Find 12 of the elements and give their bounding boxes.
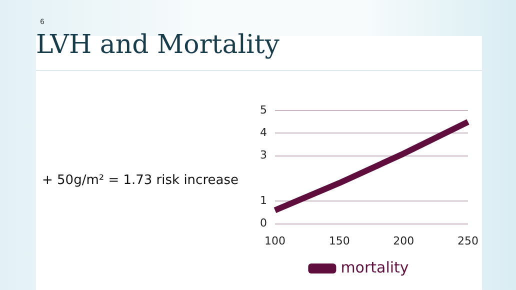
y-tick-label: 1 xyxy=(260,194,267,208)
y-tick-label: 5 xyxy=(260,103,267,116)
y-tick-label: 4 xyxy=(260,126,267,140)
text: + 50g/m² = 1.73 risk increase xyxy=(42,173,238,188)
x-tick-label: 100 xyxy=(264,234,286,248)
chart-title: LVH and Mortality xyxy=(36,30,280,60)
x-tick-label: 200 xyxy=(393,234,414,248)
x-tick-label: 250 xyxy=(458,234,478,248)
legend-label: mortality xyxy=(340,258,409,276)
y-tick-label: 3 xyxy=(260,148,267,162)
y-tick-label: 0 xyxy=(260,216,267,230)
x-tick-label: 150 xyxy=(328,234,350,248)
